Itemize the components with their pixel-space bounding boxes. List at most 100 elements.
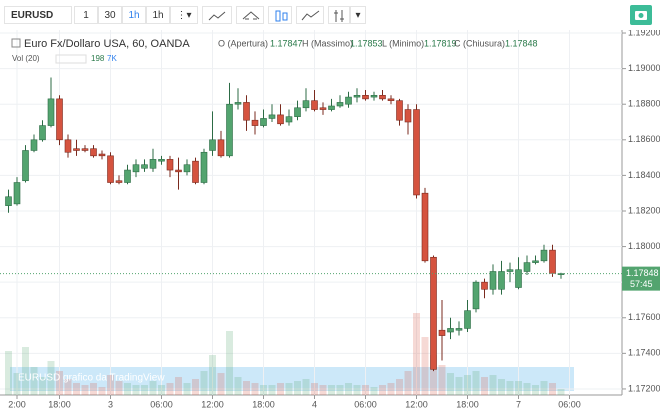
candle-body [481, 281, 488, 290]
volume-bar [30, 367, 38, 395]
candle-body [498, 271, 505, 290]
candle-body [251, 119, 259, 126]
volume-bar [115, 381, 123, 395]
candle-body [319, 107, 327, 110]
candle-body [421, 192, 429, 262]
volume-controls[interactable] [55, 54, 87, 64]
volume-bar [39, 377, 46, 395]
ohlc-value: 1.17847 [270, 38, 303, 48]
interval-button[interactable]: 1 [74, 6, 98, 24]
compare-button[interactable] [236, 6, 264, 24]
volume-bar [515, 381, 522, 395]
volume-bar [234, 377, 242, 395]
candle-body [260, 118, 267, 126]
volume-label: Vol (20) [12, 54, 40, 63]
ohlc-value: 1.17853 [350, 38, 383, 48]
volume-bar [404, 371, 412, 395]
volume-bar [523, 383, 531, 395]
candle-body [115, 180, 123, 183]
last-price-label: 1.17848 [626, 268, 659, 278]
volume-bar [447, 373, 454, 395]
volume-bar [353, 385, 361, 395]
interval-button[interactable]: 1h [122, 6, 146, 24]
interval-button[interactable]: 30 [98, 6, 122, 24]
volume-bar [379, 385, 386, 395]
volume-bar [166, 383, 174, 395]
candle-body [268, 114, 276, 119]
candle-body [404, 109, 412, 123]
candle-body [285, 116, 293, 123]
volume-bar [319, 385, 327, 395]
chart-style-button[interactable] [268, 6, 292, 24]
x-tick-label: 18:00 [252, 399, 275, 409]
volume-bar [124, 383, 131, 395]
candle-body [370, 95, 378, 98]
volume-bar [311, 383, 318, 395]
candle-body [13, 182, 21, 205]
candle-body [387, 98, 395, 101]
candle-body [302, 100, 310, 109]
candle-body [39, 125, 46, 141]
candle-body [141, 164, 148, 169]
candle-body [217, 139, 225, 157]
volume-bar [481, 377, 488, 395]
candle-body [5, 196, 12, 206]
volume-bar [506, 381, 514, 395]
ohlc-label: H (Massimo) [302, 38, 353, 48]
alert-button[interactable] [328, 6, 350, 24]
ohlc-value: 1.17819 [424, 38, 457, 48]
x-tick-label: 06:00 [150, 399, 173, 409]
volume-bar [438, 365, 446, 395]
ohlc-label: C (Chiusura) [454, 38, 505, 48]
volume-ma-area [10, 367, 574, 391]
x-tick-label: 18:00 [48, 399, 71, 409]
candle-body [413, 109, 420, 196]
candle-body [64, 139, 72, 153]
candle-body [209, 139, 216, 151]
volume-bar [251, 383, 259, 395]
volume-bar [345, 383, 352, 395]
chart-background [0, 30, 660, 413]
candles [5, 77, 565, 372]
candle-body [47, 98, 55, 126]
candle-body [98, 153, 106, 157]
candle-body [90, 148, 97, 157]
candle-body [158, 159, 165, 162]
x-tick-label: 3 [108, 399, 113, 409]
volume-bar [464, 375, 471, 395]
volume-bar [302, 379, 310, 395]
snapshot-button[interactable] [630, 5, 652, 25]
volume-bar [557, 389, 565, 395]
candle-body [540, 249, 548, 262]
candle-body [345, 96, 352, 105]
candle-body [56, 98, 63, 141]
volume-bar [107, 375, 114, 395]
x-tick-label: 2:00 [8, 399, 26, 409]
candle-body [132, 164, 140, 173]
candle-body [234, 102, 242, 105]
candle-body [328, 105, 335, 110]
axes: 1.172001.174001.176001.178001.180001.182… [0, 30, 660, 409]
candle-body [149, 159, 157, 169]
volume-bar [362, 385, 369, 395]
candle-body [81, 148, 89, 151]
candle-body [183, 164, 191, 173]
candle-body [362, 95, 369, 100]
menu-button[interactable]: ⋮▾ [170, 6, 198, 24]
volume-bar [98, 387, 106, 395]
interval-button[interactable]: 1h [146, 6, 170, 24]
volume-bar [396, 379, 403, 395]
volume-bar [532, 385, 539, 395]
indicator-button[interactable] [202, 6, 232, 24]
symbol-box[interactable]: EURUSD [4, 6, 72, 24]
candle-body [73, 148, 80, 151]
candle-body [430, 256, 437, 370]
volume-bar [277, 383, 284, 395]
x-tick-label: 06:00 [354, 399, 377, 409]
dropdown-button[interactable]: ▾ [350, 6, 366, 24]
candle-body [336, 102, 344, 107]
volume-bar [56, 371, 63, 395]
collapse-icon[interactable] [11, 38, 21, 48]
templates-button[interactable] [296, 6, 324, 24]
